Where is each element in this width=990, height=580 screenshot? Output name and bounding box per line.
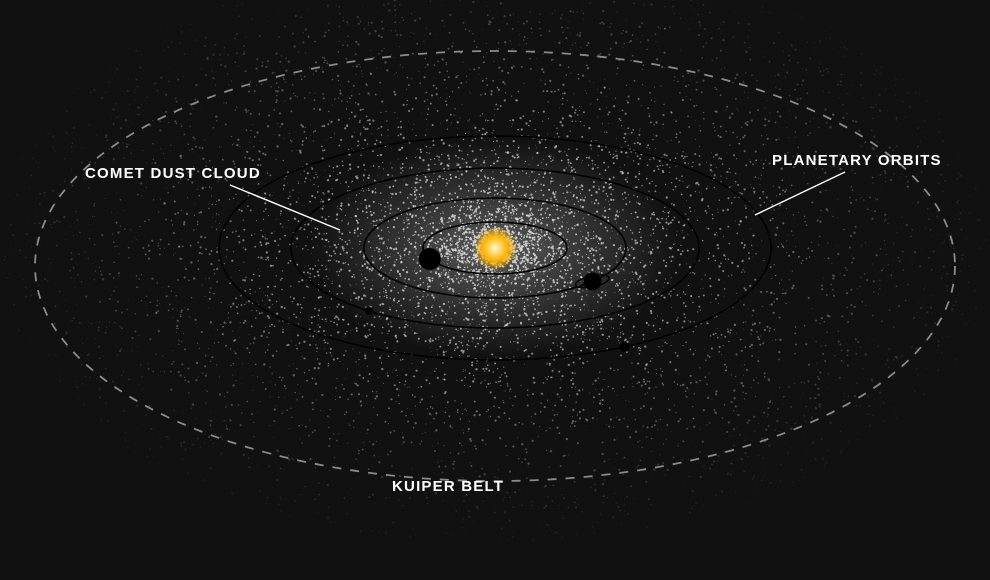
planet-1 — [583, 272, 601, 290]
diagram-stage: COMET DUST CLOUD PLANETARY ORBITS KUIPER… — [0, 0, 990, 580]
planet-0 — [419, 248, 441, 270]
sun — [473, 226, 517, 270]
planet-2 — [365, 307, 373, 315]
planetary-orbits-label: PLANETARY ORBITS — [772, 152, 942, 169]
planet-3 — [620, 342, 630, 352]
comet-dust-cloud-label: COMET DUST CLOUD — [85, 165, 261, 182]
kuiper-belt-label: KUIPER BELT — [392, 478, 504, 495]
